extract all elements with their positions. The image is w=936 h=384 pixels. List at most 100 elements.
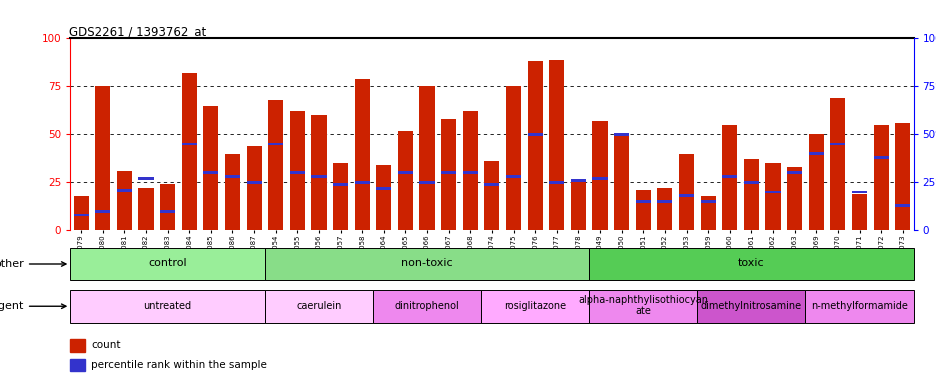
Bar — [182, 73, 197, 230]
Bar — [765, 190, 780, 194]
Bar — [139, 188, 154, 230]
Bar — [851, 190, 866, 194]
Bar — [419, 181, 434, 184]
Bar — [894, 204, 910, 207]
Bar — [805, 290, 913, 323]
Bar — [829, 142, 844, 146]
Bar — [786, 171, 801, 174]
Bar — [160, 184, 175, 230]
Bar — [70, 248, 265, 280]
Bar — [505, 86, 520, 230]
Bar — [373, 290, 480, 323]
Bar — [743, 159, 758, 230]
Bar — [527, 133, 542, 136]
Bar — [765, 163, 780, 230]
Bar — [743, 181, 758, 184]
Bar — [225, 175, 240, 178]
Bar — [613, 133, 629, 136]
Bar — [268, 142, 283, 146]
Bar — [160, 210, 175, 213]
Text: control: control — [148, 258, 186, 268]
Bar — [332, 183, 348, 186]
Bar — [70, 290, 265, 323]
Bar — [548, 181, 563, 184]
Text: dimethylnitrosamine: dimethylnitrosamine — [700, 301, 801, 311]
Bar — [311, 175, 326, 178]
Bar — [480, 290, 589, 323]
Bar — [589, 248, 913, 280]
Bar — [829, 98, 844, 230]
Bar — [354, 79, 370, 230]
Bar — [786, 167, 801, 230]
Text: caerulein: caerulein — [296, 301, 342, 311]
Text: n-methylformamide: n-methylformamide — [811, 301, 907, 311]
Text: percentile rank within the sample: percentile rank within the sample — [91, 360, 267, 370]
Bar — [592, 177, 607, 180]
Bar — [613, 134, 629, 230]
Bar — [462, 111, 477, 230]
Bar — [872, 125, 887, 230]
Bar — [722, 175, 737, 178]
Bar — [570, 179, 585, 182]
Text: alpha-naphthylisothiocyan
ate: alpha-naphthylisothiocyan ate — [578, 295, 708, 316]
Bar — [894, 123, 910, 230]
Bar — [441, 119, 456, 230]
Bar — [505, 175, 520, 178]
Bar — [570, 180, 585, 230]
Text: other: other — [0, 259, 66, 269]
Bar — [592, 121, 607, 230]
Bar — [484, 161, 499, 230]
Bar — [225, 154, 240, 230]
Bar — [462, 171, 477, 174]
Bar — [872, 156, 887, 159]
Bar — [376, 165, 391, 230]
Text: untreated: untreated — [143, 301, 192, 311]
Bar — [589, 290, 696, 323]
Bar — [398, 171, 413, 174]
Bar — [289, 171, 304, 174]
Bar — [700, 200, 715, 203]
Bar — [265, 290, 373, 323]
Bar — [441, 171, 456, 174]
Bar — [808, 134, 823, 230]
Bar — [311, 115, 326, 230]
Bar — [203, 106, 218, 230]
Text: toxic: toxic — [738, 258, 764, 268]
Bar — [73, 214, 89, 217]
Bar — [246, 146, 261, 230]
Bar — [722, 125, 737, 230]
Text: GDS2261 / 1393762_at: GDS2261 / 1393762_at — [69, 25, 207, 38]
Bar — [203, 171, 218, 174]
Bar — [246, 181, 261, 184]
Bar — [70, 339, 85, 352]
Text: agent: agent — [0, 301, 66, 311]
Bar — [289, 111, 304, 230]
Bar — [700, 196, 715, 230]
Bar — [268, 100, 283, 230]
Bar — [635, 190, 651, 230]
Bar — [484, 183, 499, 186]
Bar — [657, 200, 672, 203]
Text: rosiglitazone: rosiglitazone — [504, 301, 565, 311]
Bar — [635, 200, 651, 203]
Bar — [851, 194, 866, 230]
Bar — [548, 60, 563, 230]
Bar — [70, 359, 85, 371]
Bar — [419, 86, 434, 230]
Bar — [376, 187, 391, 190]
Bar — [265, 248, 589, 280]
Bar — [657, 188, 672, 230]
Bar — [95, 210, 110, 213]
Bar — [808, 152, 823, 155]
Bar — [696, 290, 805, 323]
Text: count: count — [91, 341, 121, 351]
Text: dinitrophenol: dinitrophenol — [394, 301, 459, 311]
Bar — [117, 171, 132, 230]
Bar — [679, 154, 694, 230]
Text: non-toxic: non-toxic — [401, 258, 452, 268]
Bar — [117, 189, 132, 192]
Bar — [182, 142, 197, 146]
Bar — [354, 181, 370, 184]
Bar — [398, 131, 413, 230]
Bar — [95, 86, 110, 230]
